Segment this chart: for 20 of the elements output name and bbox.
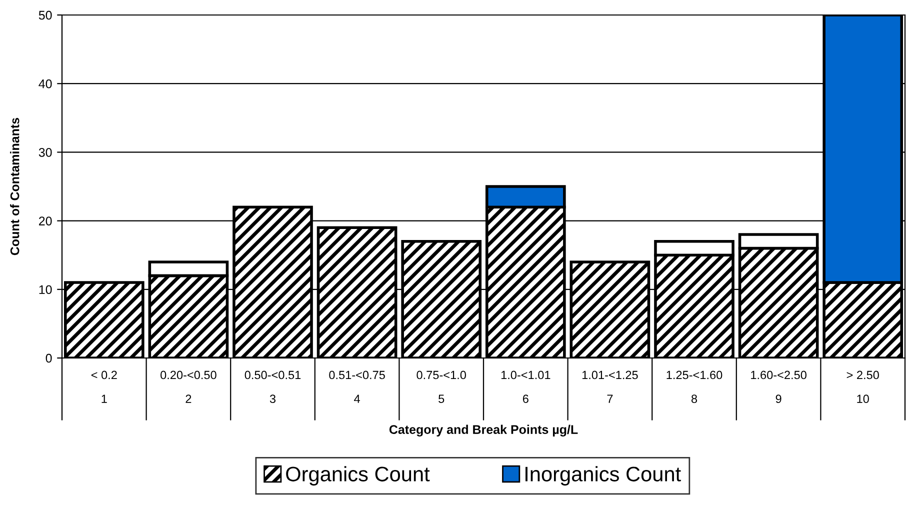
category-label: 1.0-<1.01 6 [501, 370, 550, 404]
category-label: 0.75-<1.0 5 [416, 370, 466, 404]
category-label: 0.50-<0.51 3 [244, 370, 301, 404]
y-tick-label: 40 [38, 79, 52, 88]
y-axis-title: Count of Contaminants [10, 118, 20, 256]
y-tick-label: 0 [46, 354, 52, 363]
x-axis-title: Category and Break Points µg/L [389, 424, 578, 436]
category-label: > 2.50 10 [846, 370, 879, 404]
legend-label: Inorganics Count [526, 466, 681, 486]
category-label: 1.25-<1.60 8 [666, 370, 722, 404]
category-label: 0.20-<0.50 2 [160, 370, 216, 403]
category-label: < 0.2 1 [91, 370, 117, 403]
category-label: 0.51-<0.75 4 [329, 370, 385, 403]
y-tick-label: 20 [39, 216, 52, 226]
category-label: 1.01-<1.25 7 [582, 370, 638, 403]
legend-label: Organics Count [286, 466, 430, 486]
y-tick-label: 30 [38, 148, 52, 157]
category-label: 1.60-<2.50 9 [751, 370, 806, 404]
y-tick-label: 10 [39, 285, 52, 294]
y-tick-label: 50 [38, 10, 52, 20]
